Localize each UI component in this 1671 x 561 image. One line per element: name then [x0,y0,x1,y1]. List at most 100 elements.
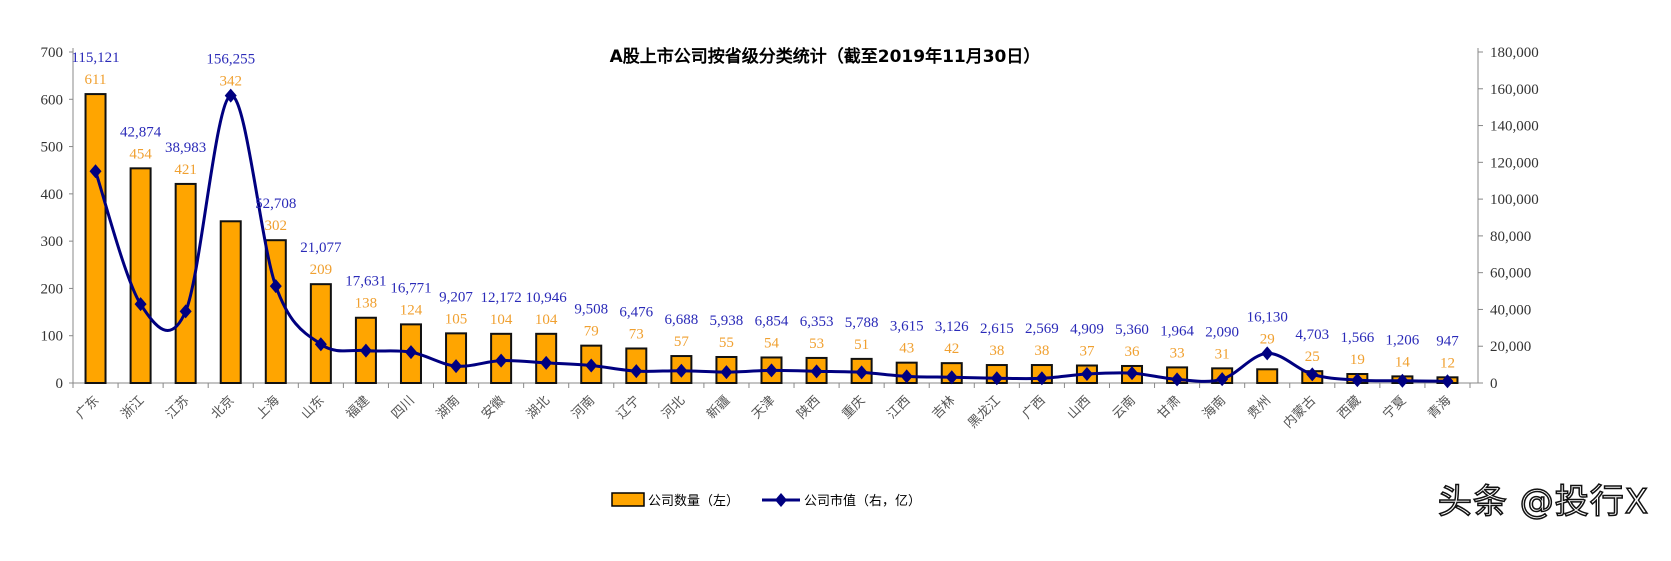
line-series [89,88,1454,389]
bar-value-label: 42 [944,341,959,357]
right-tick-label: 100,000 [1490,192,1539,208]
bar [84,93,107,384]
category-label: 上海 [254,393,283,422]
bar-value-label: 209 [310,262,333,278]
bar-value-label: 342 [219,74,242,90]
bar-value-label: 138 [355,296,378,312]
left-tick-label: 500 [41,140,64,156]
data-labels: 611 454 421 342 302 209 138 124 105 104 104 79 73 57 5… [71,50,1459,371]
left-tick-label: 300 [41,234,64,250]
category-label: 北京 [209,393,238,422]
category-label: 陕西 [794,393,823,422]
line-value-label: 5,788 [845,315,879,331]
category-label: 内蒙古 [1280,393,1319,432]
line-value-label: 2,569 [1025,321,1059,337]
left-tick-label: 200 [41,281,64,297]
bar-value-label: 37 [1079,344,1095,360]
left-tick-label: 100 [41,329,64,345]
line-value-label: 115,121 [71,50,119,66]
bar-value-label: 302 [265,218,288,234]
category-label: 福建 [344,393,373,422]
line-value-label: 156,255 [206,52,255,68]
legend-diamond-marker [775,493,787,507]
bar-value-label: 57 [674,334,690,350]
category-label: 重庆 [839,393,869,423]
bar-value-label: 19 [1350,352,1365,368]
line-point-marker [404,345,417,360]
bar-value-label: 54 [764,335,780,351]
bar-value-label: 421 [174,162,197,178]
category-label: 江西 [885,393,914,422]
bar-value-label: 124 [400,302,423,318]
right-tick-label: 120,000 [1490,155,1539,171]
line-point-marker [585,358,598,373]
line-point-marker [855,365,868,380]
line-point-marker [1171,372,1184,387]
category-label: 新疆 [704,393,734,423]
category-label: 河南 [568,393,598,423]
line-value-label: 1,964 [1160,323,1194,339]
bar-value-label: 73 [629,326,644,342]
line-value-label: 2,090 [1205,324,1239,340]
line-point-marker [720,365,733,380]
left-tick-label: 400 [41,187,64,203]
legend: 公司数量（左） 公司市值（右，亿） [611,492,921,509]
line-point-marker [1441,374,1454,389]
legend-bar-swatch [611,492,645,507]
left-tick-label: 700 [41,45,64,61]
line-value-label: 6,476 [619,304,653,320]
bar-value-label: 38 [989,343,1004,359]
bar-value-label: 53 [809,336,824,352]
watermark: 头条 @投行X [1437,481,1649,523]
bar [445,332,468,385]
category-label: 天津 [749,393,778,422]
bar-value-label: 31 [1215,346,1230,362]
bar-value-label: 14 [1395,354,1411,370]
line-point-marker [359,343,372,358]
bar [1256,368,1279,384]
line-point-marker [1306,367,1319,382]
line-value-label: 6,854 [755,313,789,329]
left-tick-label: 0 [56,376,64,392]
bar-value-label: 55 [719,335,734,351]
line-value-label: 52,708 [255,196,296,212]
line-value-label: 6,353 [800,314,834,330]
line-value-label: 21,077 [300,240,342,256]
chart-title: A股上市公司按省级分类统计（截至2019年11月30日） [610,46,1041,67]
bar-value-label: 104 [535,312,558,328]
line-value-label: 9,207 [439,289,473,305]
line-point-marker [675,363,688,378]
line-point-marker [314,337,327,352]
right-tick-label: 80,000 [1490,229,1531,245]
category-label: 海南 [1199,393,1229,423]
bar [174,182,197,384]
category-label: 贵州 [1245,393,1274,422]
category-label: 山西 [1065,393,1094,422]
category-label: 广东 [73,393,102,422]
bar-value-label: 36 [1125,344,1141,360]
line-point-marker [900,369,913,384]
right-tick-label: 60,000 [1490,266,1531,282]
line-point-marker [1126,366,1139,381]
line-point-marker [765,363,778,378]
line-point-marker [945,370,958,385]
bar-value-label: 33 [1170,345,1185,361]
line-value-label: 12,172 [480,290,521,306]
legend-bar-label: 公司数量（左） [648,494,739,509]
line-value-label: 4,909 [1070,322,1104,338]
line-point-marker [990,371,1003,386]
category-label: 黑龙江 [965,393,1003,431]
category-label: 青海 [1425,393,1454,422]
line-point-marker [1396,373,1409,388]
bar-value-label: 79 [584,324,599,340]
line-point-marker [224,88,237,103]
line-point-marker [1080,366,1093,381]
line-value-label: 16,771 [390,280,431,296]
bar-value-label: 454 [129,146,152,162]
right-tick-label: 40,000 [1490,302,1531,318]
bar-value-label: 51 [854,337,869,353]
bar-value-label: 104 [490,312,513,328]
right-tick-label: 20,000 [1490,339,1531,355]
line-value-label: 10,946 [526,290,568,306]
